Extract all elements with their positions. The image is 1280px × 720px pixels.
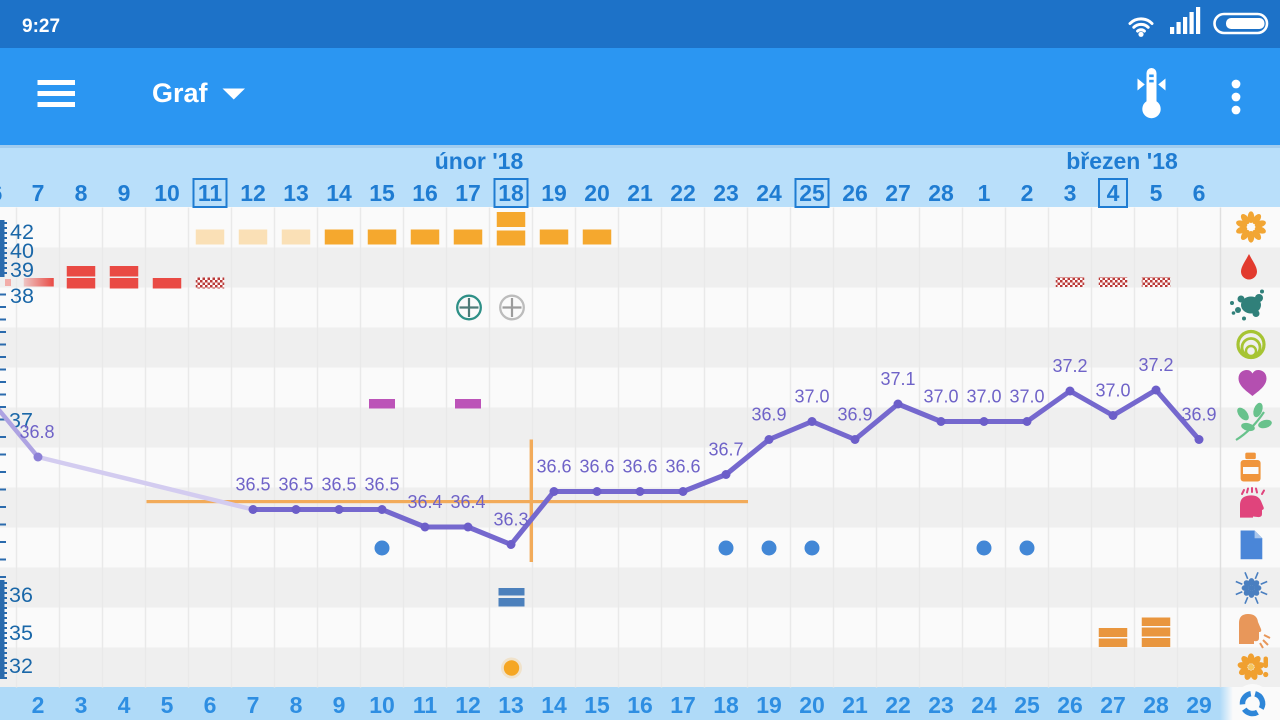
svg-text:11: 11 <box>413 692 438 718</box>
svg-text:24: 24 <box>971 692 997 718</box>
svg-text:42: 42 <box>10 220 34 244</box>
svg-text:5: 5 <box>161 692 174 718</box>
svg-text:26: 26 <box>842 180 868 206</box>
svg-text:36.6: 36.6 <box>622 457 657 477</box>
svg-text:27: 27 <box>1100 692 1126 718</box>
svg-text:36.6: 36.6 <box>579 457 614 477</box>
svg-text:18: 18 <box>713 692 739 718</box>
svg-text:21: 21 <box>842 692 868 718</box>
svg-text:17: 17 <box>670 692 696 718</box>
svg-text:37.0: 37.0 <box>1009 387 1044 407</box>
svg-text:25: 25 <box>799 180 825 206</box>
svg-text:36.9: 36.9 <box>1181 405 1216 425</box>
svg-text:únor '18: únor '18 <box>435 148 524 174</box>
svg-text:9:27: 9:27 <box>22 16 60 37</box>
svg-text:25: 25 <box>1014 692 1040 718</box>
svg-text:28: 28 <box>928 180 954 206</box>
svg-text:37.2: 37.2 <box>1052 356 1087 376</box>
svg-text:35: 35 <box>9 621 33 645</box>
svg-text:1: 1 <box>978 180 991 206</box>
svg-text:16: 16 <box>412 180 438 206</box>
svg-text:8: 8 <box>290 692 303 718</box>
svg-text:10: 10 <box>154 180 180 206</box>
svg-text:36.6: 36.6 <box>665 457 700 477</box>
svg-text:19: 19 <box>541 180 567 206</box>
svg-text:40: 40 <box>10 239 34 263</box>
svg-text:14: 14 <box>326 180 352 206</box>
svg-text:36: 36 <box>9 583 33 607</box>
svg-text:21: 21 <box>627 180 653 206</box>
svg-text:březen '18: březen '18 <box>1066 148 1178 174</box>
svg-text:36.5: 36.5 <box>364 475 399 495</box>
svg-text:37.2: 37.2 <box>1138 355 1173 375</box>
svg-text:12: 12 <box>240 180 266 206</box>
svg-text:7: 7 <box>247 692 260 718</box>
svg-text:36.4: 36.4 <box>450 492 485 512</box>
svg-text:9: 9 <box>118 180 131 206</box>
svg-text:23: 23 <box>928 692 954 718</box>
svg-text:15: 15 <box>369 180 395 206</box>
svg-text:13: 13 <box>498 692 524 718</box>
svg-text:5: 5 <box>1150 180 1163 206</box>
svg-text:37.0: 37.0 <box>923 387 958 407</box>
svg-text:36.5: 36.5 <box>235 475 270 495</box>
svg-text:17: 17 <box>455 180 481 206</box>
svg-text:24: 24 <box>756 180 782 206</box>
svg-text:36.5: 36.5 <box>321 475 356 495</box>
svg-text:3: 3 <box>75 692 88 718</box>
svg-text:14: 14 <box>541 692 567 718</box>
svg-text:36.7: 36.7 <box>708 440 743 460</box>
svg-text:29: 29 <box>1186 692 1212 718</box>
svg-text:2: 2 <box>1021 180 1034 206</box>
svg-text:36.8: 36.8 <box>19 422 54 442</box>
svg-text:36.9: 36.9 <box>751 405 786 425</box>
svg-text:7: 7 <box>32 180 45 206</box>
svg-text:32: 32 <box>9 654 33 678</box>
svg-text:36.4: 36.4 <box>407 492 442 512</box>
svg-text:16: 16 <box>627 692 653 718</box>
svg-text:37.0: 37.0 <box>794 387 829 407</box>
svg-text:6: 6 <box>1193 180 1206 206</box>
svg-text:28: 28 <box>1143 692 1169 718</box>
svg-text:6: 6 <box>0 180 2 206</box>
svg-text:22: 22 <box>670 180 696 206</box>
svg-text:12: 12 <box>455 692 481 718</box>
svg-text:4: 4 <box>1107 180 1120 206</box>
svg-text:20: 20 <box>799 692 825 718</box>
svg-text:3: 3 <box>1064 180 1077 206</box>
svg-text:8: 8 <box>75 180 88 206</box>
svg-text:36.5: 36.5 <box>278 475 313 495</box>
svg-text:26: 26 <box>1057 692 1083 718</box>
svg-text:37.1: 37.1 <box>880 369 915 389</box>
svg-text:36.6: 36.6 <box>536 457 571 477</box>
svg-text:22: 22 <box>885 692 911 718</box>
svg-text:15: 15 <box>584 692 610 718</box>
svg-text:39: 39 <box>10 258 34 282</box>
svg-text:2: 2 <box>32 692 45 718</box>
svg-text:20: 20 <box>584 180 610 206</box>
svg-text:36.9: 36.9 <box>837 405 872 425</box>
svg-text:13: 13 <box>283 180 309 206</box>
svg-text:4: 4 <box>118 692 131 718</box>
svg-text:9: 9 <box>333 692 346 718</box>
svg-text:6: 6 <box>204 692 217 718</box>
svg-text:38: 38 <box>10 284 34 308</box>
svg-text:18: 18 <box>498 180 524 206</box>
svg-text:37.0: 37.0 <box>1095 381 1130 401</box>
svg-text:23: 23 <box>713 180 739 206</box>
svg-text:19: 19 <box>756 692 782 718</box>
svg-text:10: 10 <box>369 692 395 718</box>
svg-text:37.0: 37.0 <box>966 387 1001 407</box>
svg-text:36.3: 36.3 <box>493 510 528 530</box>
svg-text:11: 11 <box>198 180 223 206</box>
svg-text:Graf: Graf <box>152 78 209 108</box>
svg-text:27: 27 <box>885 180 911 206</box>
